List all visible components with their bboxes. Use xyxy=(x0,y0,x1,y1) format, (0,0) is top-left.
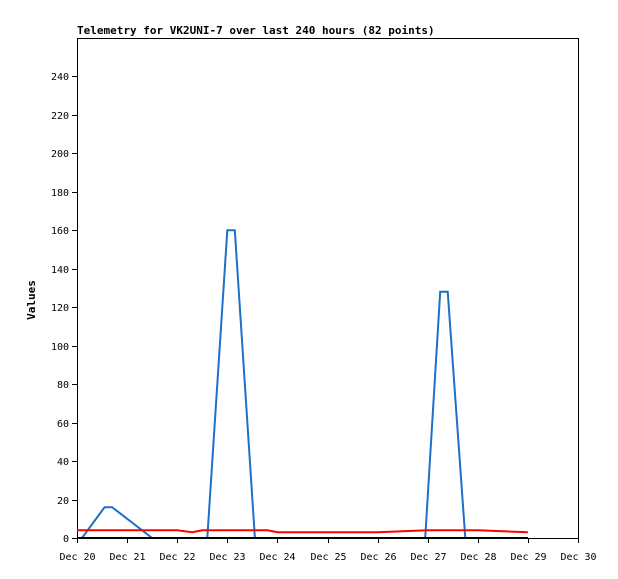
x-tick-label: Dec 20 xyxy=(59,552,95,563)
y-tick-label: 220 xyxy=(51,111,69,122)
series-group xyxy=(77,229,528,539)
y-tick-label: 40 xyxy=(57,457,69,468)
series-line-1 xyxy=(81,229,467,539)
x-tick-label: Dec 25 xyxy=(310,552,346,563)
plot-area xyxy=(77,38,579,539)
y-tick-label: 20 xyxy=(57,496,69,507)
y-tick-label: 100 xyxy=(51,342,69,353)
y-tick-label: 180 xyxy=(51,188,69,199)
y-tick-label: 80 xyxy=(57,380,69,391)
x-tick-label: Dec 30 xyxy=(560,552,596,563)
x-tick-label: Dec 23 xyxy=(209,552,245,563)
x-tick-label: Dec 28 xyxy=(460,552,496,563)
x-tick-label: Dec 21 xyxy=(109,552,145,563)
y-tick-label: 120 xyxy=(51,303,69,314)
y-tick-label: 0 xyxy=(63,534,69,545)
series-line-2 xyxy=(77,529,528,534)
x-tick-label: Dec 24 xyxy=(259,552,295,563)
y-tick-label: 140 xyxy=(51,265,69,276)
y-axis: 0 20 40 60 80 100 120 140 160 180 200 220 240 xyxy=(51,72,77,545)
chart-title: Telemetry for VK2UNI-7 over last 240 hou… xyxy=(77,24,435,37)
y-tick-label: 160 xyxy=(51,226,69,237)
x-tick-label: Dec 29 xyxy=(510,552,546,563)
x-tick-label: Dec 27 xyxy=(410,552,446,563)
y-tick-label: 60 xyxy=(57,419,69,430)
y-tick-label: 200 xyxy=(51,149,69,160)
x-tick-label: Dec 22 xyxy=(159,552,195,563)
y-axis-label: Values xyxy=(25,280,38,320)
x-tick-label: Dec 26 xyxy=(360,552,396,563)
x-axis: Dec 20 Dec 21 Dec 22 Dec 23 Dec 24 Dec 25 Dec … xyxy=(59,538,597,563)
y-tick-label: 240 xyxy=(51,72,69,83)
